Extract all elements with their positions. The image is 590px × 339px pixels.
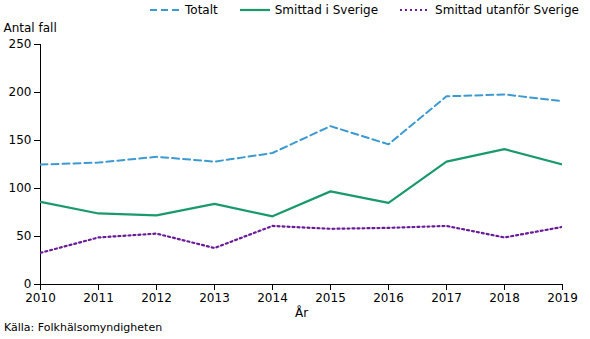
html-text:Totalt: Totalt xyxy=(185,3,218,17)
svg-text:Antal fall: Antal fall xyxy=(4,21,57,35)
svg-text:2015: 2015 xyxy=(315,291,346,305)
html-text:Källa: Folkhälsomyndigheten: Källa: Folkhälsomyndigheten xyxy=(4,321,163,334)
svg-text:0: 0 xyxy=(24,277,32,291)
svg-text:2011: 2011 xyxy=(83,291,114,305)
svg-text:100: 100 xyxy=(9,181,32,195)
svg-text:2013: 2013 xyxy=(199,291,230,305)
html-text:Smittad utanför Sverige: Smittad utanför Sverige xyxy=(435,3,579,17)
svg-text:2010: 2010 xyxy=(25,291,56,305)
svg-text:50: 50 xyxy=(16,229,31,243)
svg-text:250: 250 xyxy=(9,37,32,51)
svg-text:2019: 2019 xyxy=(547,291,578,305)
svg-text:År: År xyxy=(295,305,308,320)
svg-text:200: 200 xyxy=(9,85,32,99)
svg-text:2014: 2014 xyxy=(257,291,288,305)
svg-text:2017: 2017 xyxy=(431,291,462,305)
html-text:Smittad i Sverige: Smittad i Sverige xyxy=(274,3,379,17)
svg-text:2018: 2018 xyxy=(489,291,520,305)
svg-text:150: 150 xyxy=(9,133,32,147)
svg-text:2012: 2012 xyxy=(141,291,172,305)
svg-text:2016: 2016 xyxy=(373,291,404,305)
